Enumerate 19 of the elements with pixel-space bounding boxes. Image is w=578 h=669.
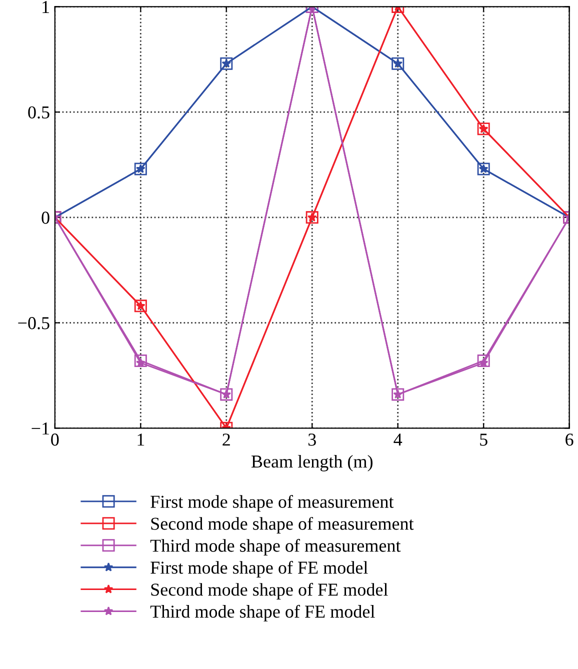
legend-label: Second mode shape of measurement (151, 516, 414, 534)
x-tick-label: 6 (566, 434, 574, 446)
legend-label: Third mode shape of FE model (150, 604, 375, 622)
legend-label: First mode shape of FE model (150, 560, 368, 578)
x-tick-label: 0 (51, 434, 59, 446)
x-tick-label: 4 (394, 434, 402, 446)
x-tick-label: 2 (222, 434, 230, 446)
legend-label: Third mode shape of measurement (150, 538, 401, 556)
y-tick-label: −1 (32, 422, 49, 434)
x-axis-title: Beam length (m) (251, 454, 372, 472)
x-tick-label: 1 (138, 434, 144, 446)
y-tick-label: 0.5 (28, 106, 50, 119)
y-tick-label: −0.5 (18, 317, 50, 330)
x-tick-label: 3 (308, 434, 316, 446)
legend-label: Second mode shape of FE model (151, 582, 388, 600)
y-tick-label: 0 (42, 212, 50, 224)
legend-label: First mode shape of measurement (150, 494, 394, 512)
y-tick-label: 1 (42, 1, 49, 13)
x-tick-label: 5 (480, 434, 488, 446)
